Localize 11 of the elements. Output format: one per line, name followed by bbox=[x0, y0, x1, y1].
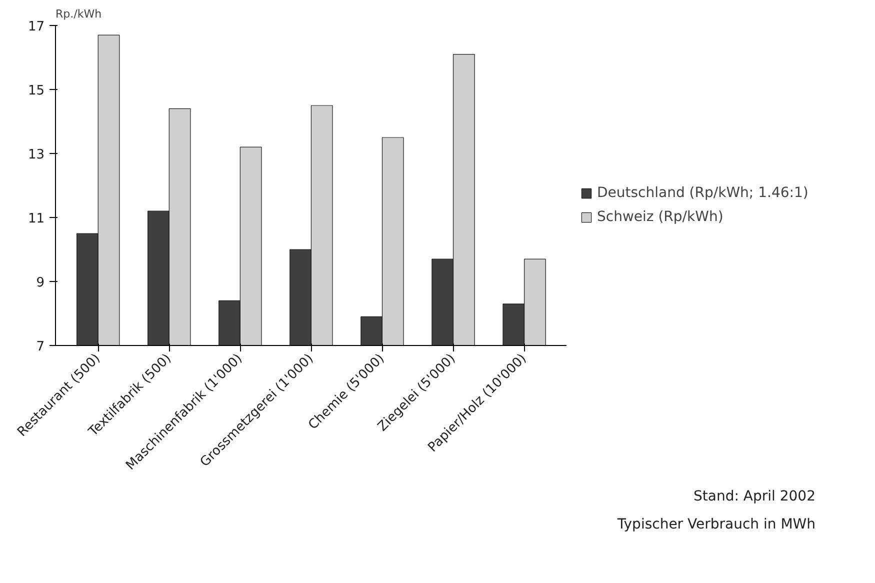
legend-label: Deutschland (Rp/kWh; 1.46:1) bbox=[597, 185, 808, 201]
y-axis-title: Rp./kWh bbox=[56, 8, 102, 20]
y-tick-label: 9 bbox=[36, 276, 45, 290]
text: Typischer Verbrauch in MWh bbox=[616, 516, 816, 532]
text: Stand: April 2002 bbox=[694, 488, 816, 504]
legend-label: Schweiz (Rp/kWh) bbox=[597, 209, 724, 225]
y-tick-label: 13 bbox=[28, 148, 45, 162]
y-tick-label: 7 bbox=[36, 340, 45, 354]
y-tick-label: 11 bbox=[28, 212, 45, 226]
y-tick-label: 15 bbox=[28, 84, 45, 98]
y-tick-label: 17 bbox=[28, 20, 45, 34]
